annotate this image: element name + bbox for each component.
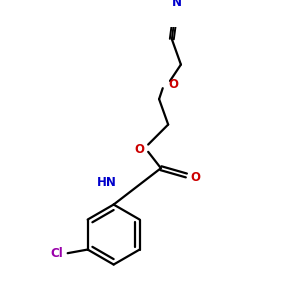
Text: O: O	[169, 78, 178, 91]
Text: Cl: Cl	[50, 247, 63, 260]
Text: O: O	[190, 171, 200, 184]
Text: HN: HN	[96, 176, 116, 189]
Text: N: N	[172, 0, 182, 9]
Text: O: O	[134, 142, 144, 156]
